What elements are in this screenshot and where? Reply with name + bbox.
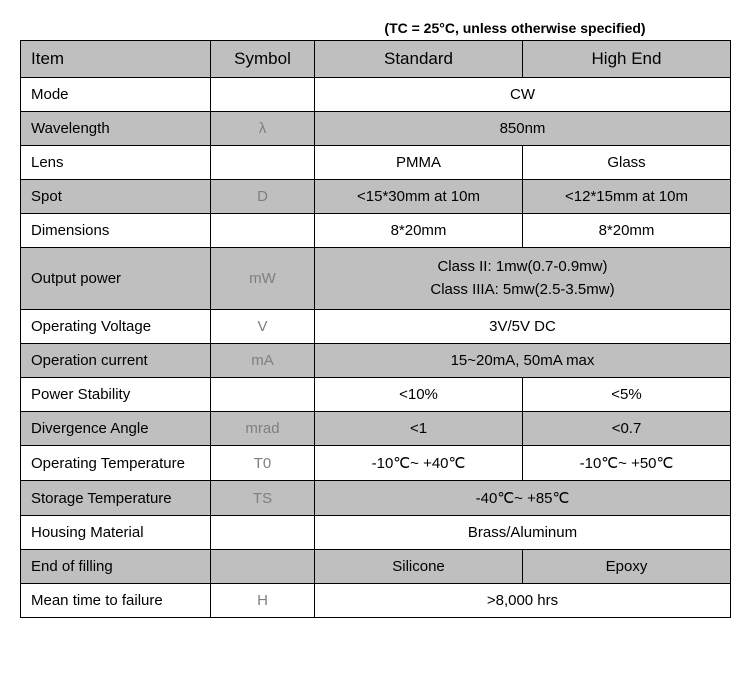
cell-item: Mean time to failure [21,584,211,618]
cell-symbol: mrad [211,412,315,446]
cell-symbol [211,378,315,412]
cell-item: Lens [21,146,211,180]
table-row: Storage TemperatureTS-40℃~ +85℃ [21,481,731,516]
table-row: Housing Material Brass/Aluminum [21,516,731,550]
cell-value-merged: 15~20mA, 50mA max [315,344,731,378]
header-row: Item Symbol Standard High End [21,41,731,78]
cell-standard: Silicone [315,550,523,584]
cell-highend: <5% [523,378,731,412]
table-row: Dimensions 8*20mm8*20mm [21,214,731,248]
cell-standard: <15*30mm at 10m [315,180,523,214]
cell-highend: <12*15mm at 10m [523,180,731,214]
cell-symbol: T0 [211,446,315,481]
cell-item: Output power [21,248,211,310]
cell-symbol [211,146,315,180]
table-row: Lens PMMAGlass [21,146,731,180]
cell-item: Housing Material [21,516,211,550]
cell-highend: Glass [523,146,731,180]
cell-symbol: λ [211,112,315,146]
cell-value-merged: Brass/Aluminum [315,516,731,550]
cell-symbol [211,550,315,584]
cell-item: Operating Temperature [21,446,211,481]
table-row: Operation currentmA15~20mA, 50mA max [21,344,731,378]
cell-symbol: mW [211,248,315,310]
header-symbol: Symbol [211,41,315,78]
table-row: Mode CW [21,78,731,112]
cell-standard: PMMA [315,146,523,180]
cell-item: Spot [21,180,211,214]
cell-item: Wavelength [21,112,211,146]
cell-symbol [211,214,315,248]
cell-symbol: V [211,310,315,344]
cell-value-merged: >8,000 hrs [315,584,731,618]
cell-symbol: mA [211,344,315,378]
table-row: Power Stability <10%<5% [21,378,731,412]
cell-standard: <1 [315,412,523,446]
cell-value-line: Class II: 1mw(0.7-0.9mw) [325,256,720,279]
table-row: Divergence Anglemrad<1<0.7 [21,412,731,446]
cell-standard: -10℃~ +40℃ [315,446,523,481]
cell-symbol: TS [211,481,315,516]
cell-value-merged: Class II: 1mw(0.7-0.9mw)Class IIIA: 5mw(… [315,248,731,310]
cell-highend: 8*20mm [523,214,731,248]
cell-highend: <0.7 [523,412,731,446]
header-highend: High End [523,41,731,78]
table-row: Mean time to failureH>8,000 hrs [21,584,731,618]
cell-value-merged: 3V/5V DC [315,310,731,344]
cell-item: Operating Voltage [21,310,211,344]
spec-table: Item Symbol Standard High End ModeCWWave… [20,40,731,618]
cell-item: Power Stability [21,378,211,412]
cell-symbol [211,78,315,112]
cell-value-merged: -40℃~ +85℃ [315,481,731,516]
cell-item: Divergence Angle [21,412,211,446]
header-item: Item [21,41,211,78]
cell-standard: <10% [315,378,523,412]
cell-item: Storage Temperature [21,481,211,516]
cell-item: Operation current [21,344,211,378]
table-caption: (TC = 25°C, unless otherwise specified) [20,20,730,36]
cell-value-line: Class IIIA: 5mw(2.5-3.5mw) [325,279,720,302]
table-row: Operating TemperatureT0-10℃~ +40℃-10℃~ +… [21,446,731,481]
cell-symbol [211,516,315,550]
cell-standard: 8*20mm [315,214,523,248]
table-row: End of filling SiliconeEpoxy [21,550,731,584]
cell-highend: Epoxy [523,550,731,584]
cell-highend: -10℃~ +50℃ [523,446,731,481]
header-standard: Standard [315,41,523,78]
cell-item: Mode [21,78,211,112]
table-row: SpotD<15*30mm at 10m<12*15mm at 10m [21,180,731,214]
cell-value-merged: 850nm [315,112,731,146]
cell-item: End of filling [21,550,211,584]
table-row: Operating VoltageV3V/5V DC [21,310,731,344]
table-row: Wavelengthλ850nm [21,112,731,146]
table-row: Output powermWClass II: 1mw(0.7-0.9mw)Cl… [21,248,731,310]
cell-symbol: H [211,584,315,618]
cell-value-merged: CW [315,78,731,112]
cell-item: Dimensions [21,214,211,248]
cell-symbol: D [211,180,315,214]
